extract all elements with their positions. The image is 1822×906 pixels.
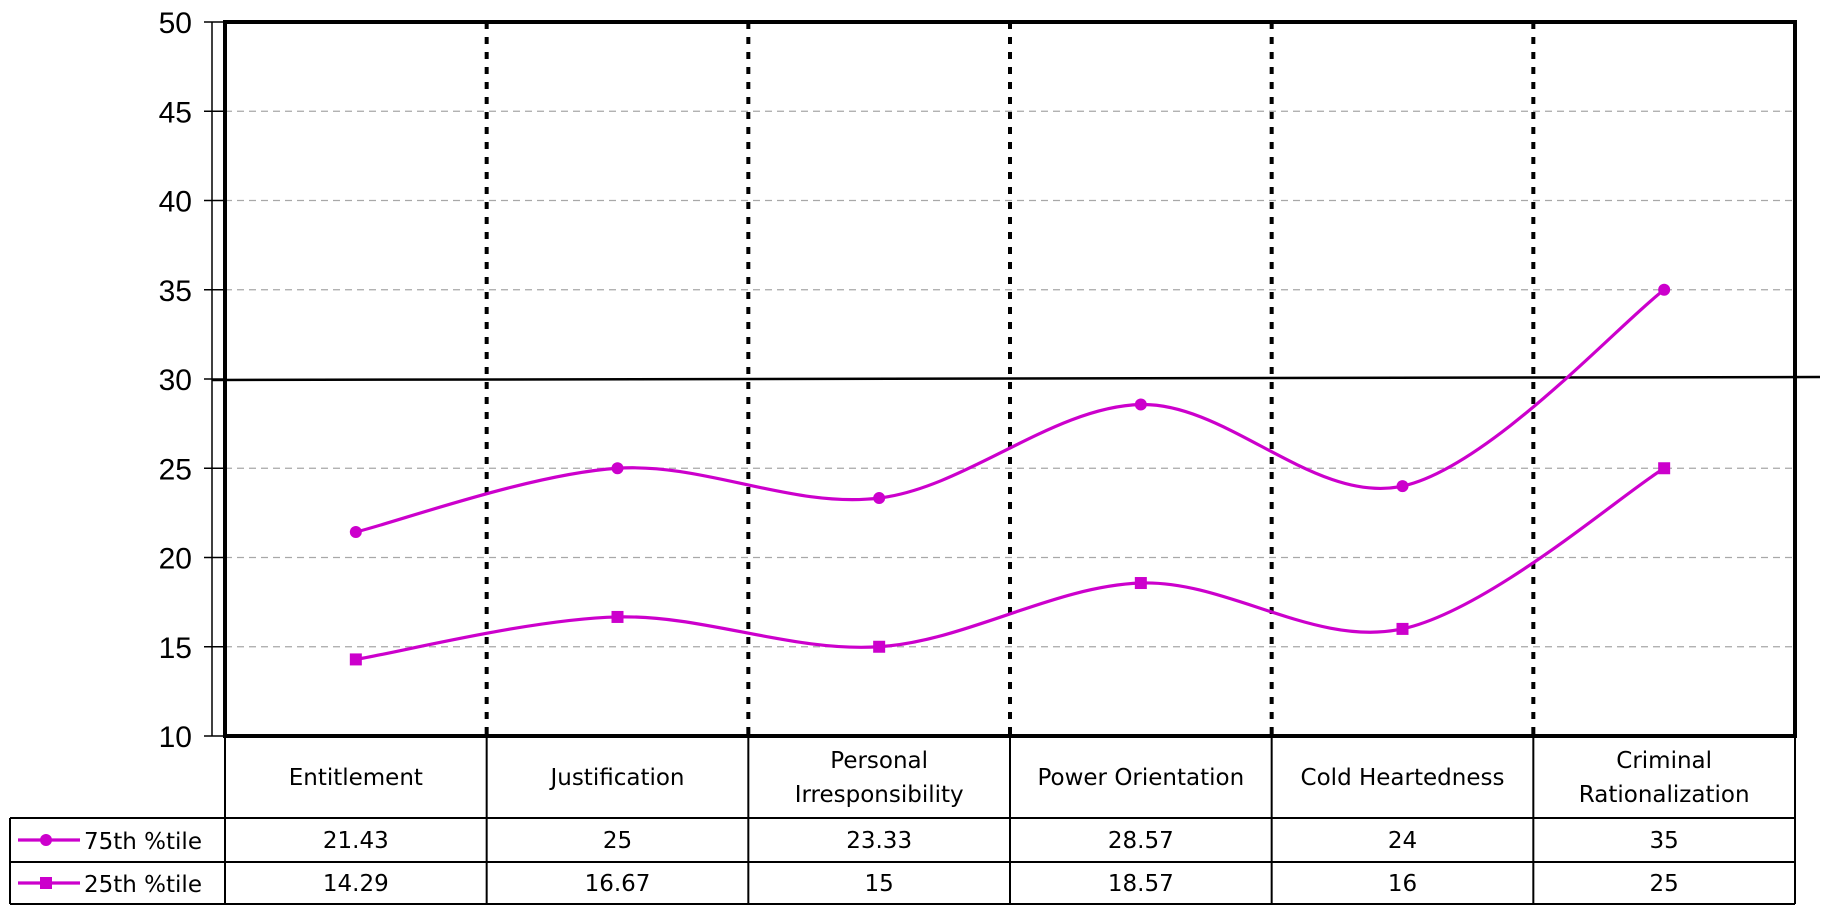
- series-line: [355, 288, 1666, 534]
- table-cell: 28.57: [1108, 828, 1174, 854]
- category-label: Cold Heartedness: [1301, 765, 1505, 791]
- data-point: [1134, 398, 1147, 411]
- table-cell: 24: [1388, 828, 1417, 854]
- data-point: [1658, 462, 1671, 475]
- series-line: [355, 466, 1666, 662]
- series-group: [349, 283, 1671, 666]
- y-tick-label: 25: [159, 453, 192, 486]
- y-axis: 10 15 20 25 30 35 40 45 50: [159, 7, 225, 754]
- legend-marker: [40, 877, 52, 889]
- reference-line-group: [211, 375, 1821, 382]
- legend-marker: [40, 834, 52, 846]
- legend-label: 75th %tile: [84, 829, 202, 855]
- table-cell: 14.29: [323, 871, 389, 897]
- data-point: [1396, 622, 1409, 635]
- category-label: Rationalization: [1579, 782, 1750, 808]
- table-cell: 16.67: [585, 871, 651, 897]
- legend-label: 25th %tile: [84, 872, 202, 898]
- y-tick-label: 20: [159, 543, 192, 576]
- table-cell: 25: [603, 828, 632, 854]
- table-cell: 18.57: [1108, 871, 1174, 897]
- data-point: [349, 525, 362, 538]
- y-tick-label: 40: [159, 186, 192, 219]
- data-point: [873, 640, 886, 653]
- table-cell: 25: [1650, 871, 1679, 897]
- data-point: [611, 462, 624, 475]
- reference-line: [211, 375, 1821, 382]
- table-cell: 16: [1388, 871, 1417, 897]
- category-label: Entitlement: [289, 765, 423, 791]
- table-cell: 21.43: [323, 828, 389, 854]
- data-point: [349, 653, 362, 666]
- y-tick-label: 50: [159, 7, 192, 40]
- y-tick-label: 30: [159, 364, 192, 397]
- table-cell: 15: [865, 871, 894, 897]
- data-table: Entitlement Justification Personal Irrespon…: [9, 736, 1796, 905]
- category-label: Justification: [548, 765, 684, 791]
- y-tick-label: 45: [159, 96, 192, 129]
- y-tick-label: 10: [159, 721, 192, 754]
- data-point: [611, 610, 624, 623]
- category-label: Personal: [830, 748, 928, 774]
- series-75th: [349, 283, 1671, 538]
- category-label: Irresponsibility: [795, 782, 964, 808]
- series-25th: [349, 462, 1671, 666]
- data-point: [1134, 577, 1147, 590]
- category-label: Criminal: [1616, 748, 1712, 774]
- category-label: Power Orientation: [1037, 765, 1244, 791]
- data-point: [1396, 480, 1409, 493]
- data-point: [873, 492, 886, 505]
- data-point: [1658, 283, 1671, 296]
- y-tick-label: 35: [159, 275, 192, 308]
- grid-lines: [225, 110, 1795, 648]
- y-tick-label: 15: [159, 632, 192, 665]
- table-cell: 23.33: [846, 828, 912, 854]
- table-cell: 35: [1650, 828, 1679, 854]
